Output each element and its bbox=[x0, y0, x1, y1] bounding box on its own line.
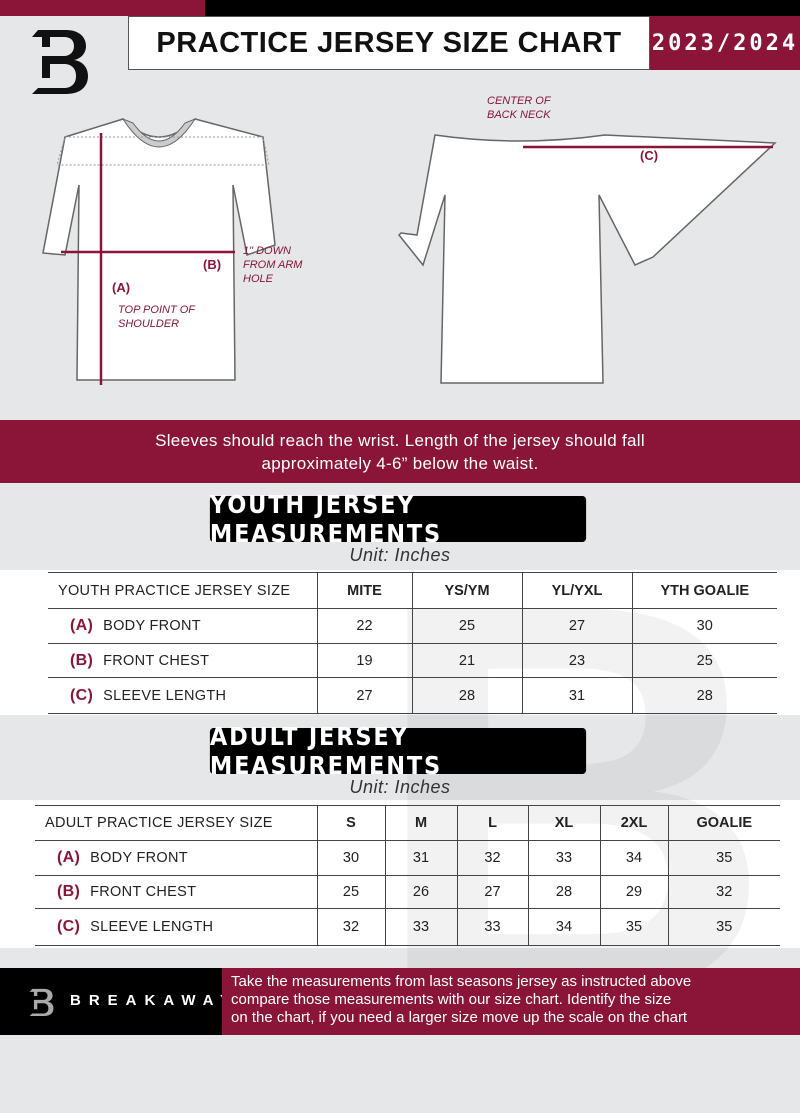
column-header: S bbox=[316, 805, 385, 841]
column-header: XL bbox=[527, 805, 600, 841]
cell: 25 bbox=[631, 643, 777, 678]
column-header: 2XL bbox=[599, 805, 668, 841]
table-header-row: YOUTH PRACTICE JERSEY SIZE MITE YS/YM YL… bbox=[48, 572, 777, 609]
cell: 19 bbox=[316, 643, 412, 678]
cell: 33 bbox=[456, 908, 528, 946]
footer-logo-icon bbox=[28, 985, 56, 1024]
row-label: SLEEVE LENGTH bbox=[103, 687, 227, 704]
banner-line: Sleeves should reach the wrist. Length o… bbox=[155, 431, 645, 450]
column-header: L bbox=[456, 805, 528, 841]
cell: 35 bbox=[599, 908, 668, 946]
row-letter: (B) bbox=[70, 651, 94, 669]
adult-unit: Unit: Inches bbox=[349, 777, 451, 797]
cell: 28 bbox=[411, 677, 522, 714]
cell: 27 bbox=[521, 608, 632, 644]
cell: 26 bbox=[384, 875, 457, 909]
row-letter: (C) bbox=[57, 918, 81, 935]
column-header: YOUTH PRACTICE JERSEY SIZE bbox=[48, 572, 317, 609]
cell: 35 bbox=[667, 840, 780, 876]
cell: 30 bbox=[631, 608, 777, 644]
cell: 29 bbox=[599, 875, 668, 909]
table-row: (A) BODY FRONT 22 25 27 30 bbox=[48, 608, 777, 644]
measure-b-note: 1" DOWN FROM ARM HOLE bbox=[243, 245, 303, 285]
table-row: (B) FRONT CHEST 25 26 27 28 29 32 bbox=[35, 875, 780, 909]
column-header: YS/YM bbox=[411, 572, 522, 609]
cell: 22 bbox=[316, 608, 412, 644]
measure-b-label: (B) bbox=[203, 257, 222, 272]
column-header: YTH GOALIE bbox=[631, 572, 777, 609]
measure-a-note: TOP POINT OF SHOULDER bbox=[118, 304, 195, 330]
footer-brand-name: BREAKAWAY bbox=[70, 992, 239, 1009]
row-label: BODY FRONT bbox=[90, 850, 188, 866]
footer-line: Take the measurements from last seasons … bbox=[231, 973, 692, 990]
footer-line: compare those measurements with our size… bbox=[231, 991, 672, 1008]
column-header: YL/YXL bbox=[521, 572, 632, 609]
top-black-bar bbox=[205, 0, 800, 16]
page-title: PRACTICE JERSEY SIZE CHART bbox=[128, 16, 650, 70]
cell: 32 bbox=[667, 875, 780, 909]
cell: 35 bbox=[667, 908, 780, 946]
column-header: MITE bbox=[316, 572, 412, 609]
cell: 33 bbox=[527, 840, 600, 876]
measure-c-label: (C) bbox=[640, 148, 659, 163]
cell: 31 bbox=[384, 840, 457, 876]
cell: 33 bbox=[384, 908, 457, 946]
row-label: FRONT CHEST bbox=[103, 652, 210, 669]
front-jersey-diagram bbox=[42, 117, 276, 385]
table-row: (B) FRONT CHEST 19 21 23 25 bbox=[48, 643, 777, 678]
cell: 34 bbox=[599, 840, 668, 876]
adult-size-table: ADULT PRACTICE JERSEY SIZE S M L XL 2XL … bbox=[35, 805, 780, 946]
row-label: BODY FRONT bbox=[103, 618, 201, 634]
cell: 32 bbox=[316, 908, 385, 946]
cell: 31 bbox=[521, 677, 632, 714]
cell: 27 bbox=[456, 875, 528, 909]
table-header-row: ADULT PRACTICE JERSEY SIZE S M L XL 2XL … bbox=[35, 805, 780, 841]
row-letter: (B) bbox=[57, 883, 81, 900]
cell: 28 bbox=[527, 875, 600, 909]
table-row: (C) SLEEVE LENGTH 32 33 33 34 35 35 bbox=[35, 908, 780, 946]
youth-section-title: YOUTH JERSEY MEASUREMENTS bbox=[209, 490, 587, 548]
youth-size-table: YOUTH PRACTICE JERSEY SIZE MITE YS/YM YL… bbox=[48, 572, 777, 714]
season-label: 2023/2024 bbox=[650, 16, 800, 70]
column-header: M bbox=[384, 805, 457, 841]
back-jersey-diagram bbox=[397, 134, 777, 384]
row-letter: (A) bbox=[70, 617, 94, 634]
table-row: (A) BODY FRONT 30 31 32 33 34 35 bbox=[35, 840, 780, 876]
cell: 25 bbox=[411, 608, 522, 644]
cell: 34 bbox=[527, 908, 600, 946]
youth-unit: Unit: Inches bbox=[349, 545, 451, 565]
row-label: SLEEVE LENGTH bbox=[90, 919, 214, 935]
cell: 25 bbox=[316, 875, 385, 909]
breakaway-logo bbox=[28, 26, 94, 96]
footer-instructions: Take the measurements from last seasons … bbox=[222, 968, 800, 1035]
column-header: GOALIE bbox=[667, 805, 780, 841]
cell: 23 bbox=[521, 643, 632, 678]
measure-c-note: CENTER OF BACK NECK bbox=[487, 95, 551, 121]
row-letter: (C) bbox=[70, 686, 94, 704]
adult-section-title: ADULT JERSEY MEASUREMENTS bbox=[209, 722, 587, 780]
row-letter: (A) bbox=[57, 849, 81, 866]
top-accent-bar bbox=[0, 0, 205, 16]
cell: 27 bbox=[316, 677, 412, 714]
fit-instructions-banner: Sleeves should reach the wrist. Length o… bbox=[0, 420, 800, 483]
column-header: ADULT PRACTICE JERSEY SIZE bbox=[35, 805, 317, 841]
row-label: FRONT CHEST bbox=[90, 884, 197, 900]
footer-line: on the chart, if you need a larger size … bbox=[231, 1009, 688, 1026]
cell: 32 bbox=[456, 840, 528, 876]
cell: 21 bbox=[411, 643, 522, 678]
measure-a-label: (A) bbox=[112, 280, 131, 295]
table-row: (C) SLEEVE LENGTH 27 28 31 28 bbox=[48, 677, 777, 714]
cell: 28 bbox=[631, 677, 777, 714]
banner-line: approximately 4-6” below the waist. bbox=[261, 454, 539, 473]
cell: 30 bbox=[316, 840, 385, 876]
